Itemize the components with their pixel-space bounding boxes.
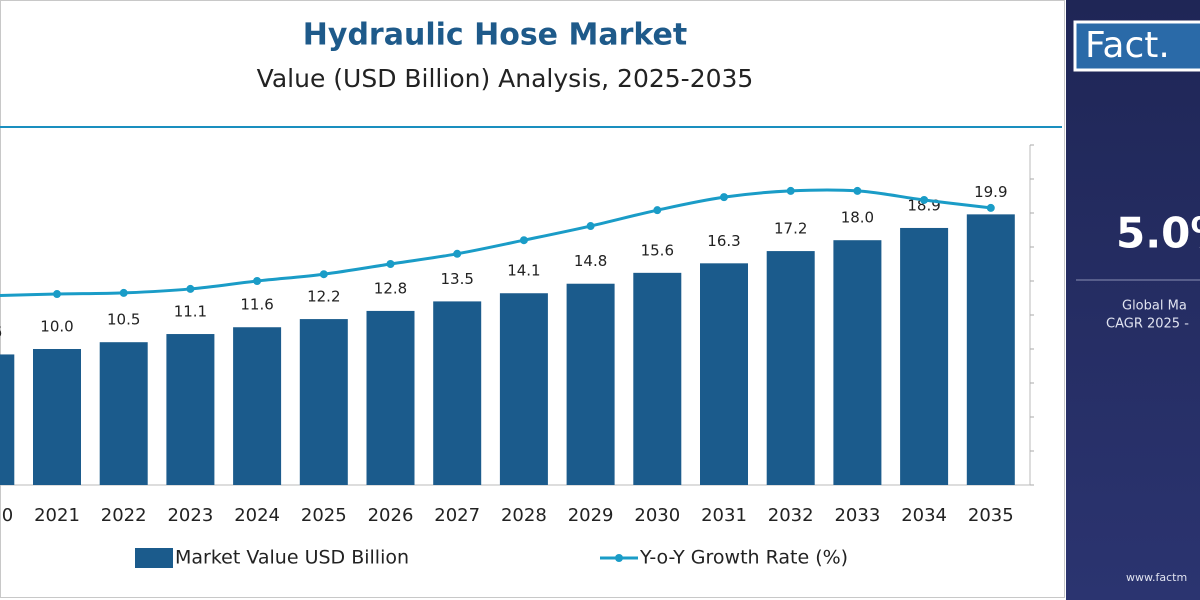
- frame: [0, 0, 1065, 598]
- line-point: [720, 193, 728, 202]
- x-tick-label: 2021: [34, 505, 80, 526]
- bar: [833, 240, 882, 485]
- x-tick-label: 2031: [701, 505, 747, 526]
- x-tick-label: 2035: [968, 505, 1014, 526]
- bar: [633, 272, 682, 485]
- value-label: 11.6: [240, 296, 273, 314]
- bar: [299, 319, 348, 485]
- value-label: 15.6: [641, 241, 674, 259]
- cagr-caption: Global Ma: [1122, 299, 1187, 314]
- chart-subtitle: Value (USD Billion) Analysis, 2025-2035: [257, 64, 754, 93]
- value-label: 16.3: [707, 232, 740, 250]
- x-tick-label: 2026: [368, 505, 414, 526]
- growth-line: [0, 188, 991, 297]
- bar: [0, 354, 15, 485]
- bar: [366, 310, 415, 485]
- side-panel: [1066, 0, 1200, 600]
- legend-swatch: [135, 548, 173, 568]
- bar: [99, 342, 148, 485]
- value-label: 14.1: [507, 262, 540, 280]
- x-tick-label: 2025: [301, 505, 347, 526]
- x-tick-label: 2023: [167, 505, 213, 526]
- bar: [900, 227, 949, 485]
- bar: [33, 349, 81, 485]
- value-label: 18.0: [841, 209, 874, 227]
- cagr-caption: CAGR 2025 -: [1106, 317, 1189, 332]
- x-tick-label: 2022: [101, 505, 147, 526]
- chart-title: Hydraulic Hose Market: [303, 18, 687, 53]
- value-label: 12.8: [374, 279, 407, 297]
- line-point: [119, 288, 128, 297]
- value-label: 17.2: [774, 220, 807, 238]
- value-label: 9.6: [0, 323, 2, 341]
- cagr-value: 5.0%: [1116, 209, 1200, 258]
- x-tick-label: 2030: [634, 505, 680, 526]
- value-label: 10.0: [40, 318, 73, 336]
- bar: [566, 283, 615, 485]
- value-label: 10.5: [107, 311, 140, 329]
- line-point: [519, 236, 528, 245]
- x-tick-label: 2027: [434, 505, 480, 526]
- line-point: [786, 186, 795, 195]
- line-point: [453, 249, 462, 258]
- line-point: [920, 195, 929, 204]
- url: www.factm: [1126, 571, 1187, 584]
- logo-box: [1073, 20, 1200, 72]
- bar: [166, 334, 215, 485]
- legend-label: Y-o-Y Growth Rate (%): [639, 547, 848, 569]
- x-tick-label: 2034: [901, 505, 947, 526]
- line-point: [586, 222, 595, 231]
- line-point: [253, 277, 262, 285]
- value-label: 14.8: [574, 252, 607, 270]
- x-tick-label: 2032: [768, 505, 814, 526]
- x-tick-label: 2033: [834, 505, 880, 526]
- bar: [433, 301, 482, 485]
- line-point: [186, 284, 195, 293]
- bar: [233, 327, 282, 485]
- legend-label: Market Value USD Billion: [175, 547, 409, 569]
- bar: [499, 293, 548, 485]
- line-point: [986, 203, 995, 212]
- line-point: [653, 206, 662, 215]
- value-label: 11.1: [174, 303, 207, 321]
- x-tick-label: 2028: [501, 505, 547, 526]
- bar: [766, 251, 815, 485]
- line-point: [853, 186, 862, 195]
- value-label: 12.2: [307, 288, 340, 306]
- x-tick-label: 2029: [568, 505, 614, 526]
- legend-swatch: [615, 554, 623, 562]
- line-point: [319, 270, 328, 279]
- x-tick-label: 2020: [0, 505, 13, 526]
- value-label: 13.5: [440, 270, 473, 288]
- logo: Fact.: [1085, 25, 1170, 66]
- value-label: 19.9: [974, 183, 1007, 201]
- x-tick-label: 2024: [234, 505, 280, 526]
- line-point: [53, 290, 61, 299]
- line-point: [386, 260, 395, 268]
- bar: [700, 263, 748, 485]
- bar: [966, 214, 1015, 486]
